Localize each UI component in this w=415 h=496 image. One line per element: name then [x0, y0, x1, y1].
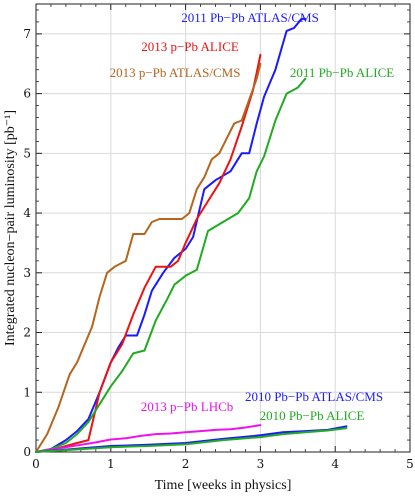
series-line-4 — [35, 424, 262, 453]
y-tick-label: 2 — [23, 326, 31, 340]
y-tick-label: 4 — [23, 206, 31, 220]
series-labels: 2011 Pb−Pb ATLAS/CMS 2013 p−Pb ALICE 2013 … — [110, 10, 395, 423]
plot-frame — [35, 3, 411, 453]
series-label-5: 2010 Pb−Pb ATLAS/CMS — [245, 389, 383, 404]
series-label-6: 2010 Pb−Pb ALICE — [260, 408, 365, 423]
axis-ticks: 0 1 2 3 4 5 0 1 2 3 4 5 6 7 — [23, 4, 414, 471]
series-label-1: 2013 p−Pb ALICE — [141, 39, 239, 54]
grid — [36, 4, 410, 452]
y-tick-label: 5 — [23, 146, 31, 160]
y-axis-label: Integrated nucleon−pair luminosity [pb⁻¹… — [3, 110, 18, 346]
x-tick-label: 2 — [182, 457, 190, 471]
x-tick-label: 0 — [32, 457, 40, 471]
x-tick-label: 1 — [107, 457, 115, 471]
y-tick-label: 0 — [23, 445, 31, 459]
y-tick-label: 7 — [23, 27, 31, 41]
series-label-2: 2013 p−Pb ATLAS/CMS — [110, 65, 241, 80]
series-label-3: 2011 Pb−Pb ALICE — [290, 65, 394, 80]
x-tick-label: 4 — [331, 457, 339, 471]
series-line-1 — [35, 53, 262, 453]
series-line-2 — [35, 62, 262, 453]
series-line-0 — [35, 17, 307, 453]
y-tick-label: 6 — [23, 87, 31, 101]
series-line-6 — [35, 427, 348, 453]
series-label-4: 2013 p−Pb LHCb — [141, 399, 234, 414]
x-axis-label: Time [weeks in physics] — [155, 478, 292, 493]
y-tick-label: 1 — [23, 385, 31, 399]
x-tick-label: 3 — [257, 457, 265, 471]
x-tick-label: 5 — [406, 457, 414, 471]
series-lines — [35, 17, 348, 453]
y-tick-label: 3 — [23, 266, 31, 280]
series-line-3 — [35, 77, 307, 453]
series-label-0: 2011 Pb−Pb ATLAS/CMS — [181, 10, 319, 25]
